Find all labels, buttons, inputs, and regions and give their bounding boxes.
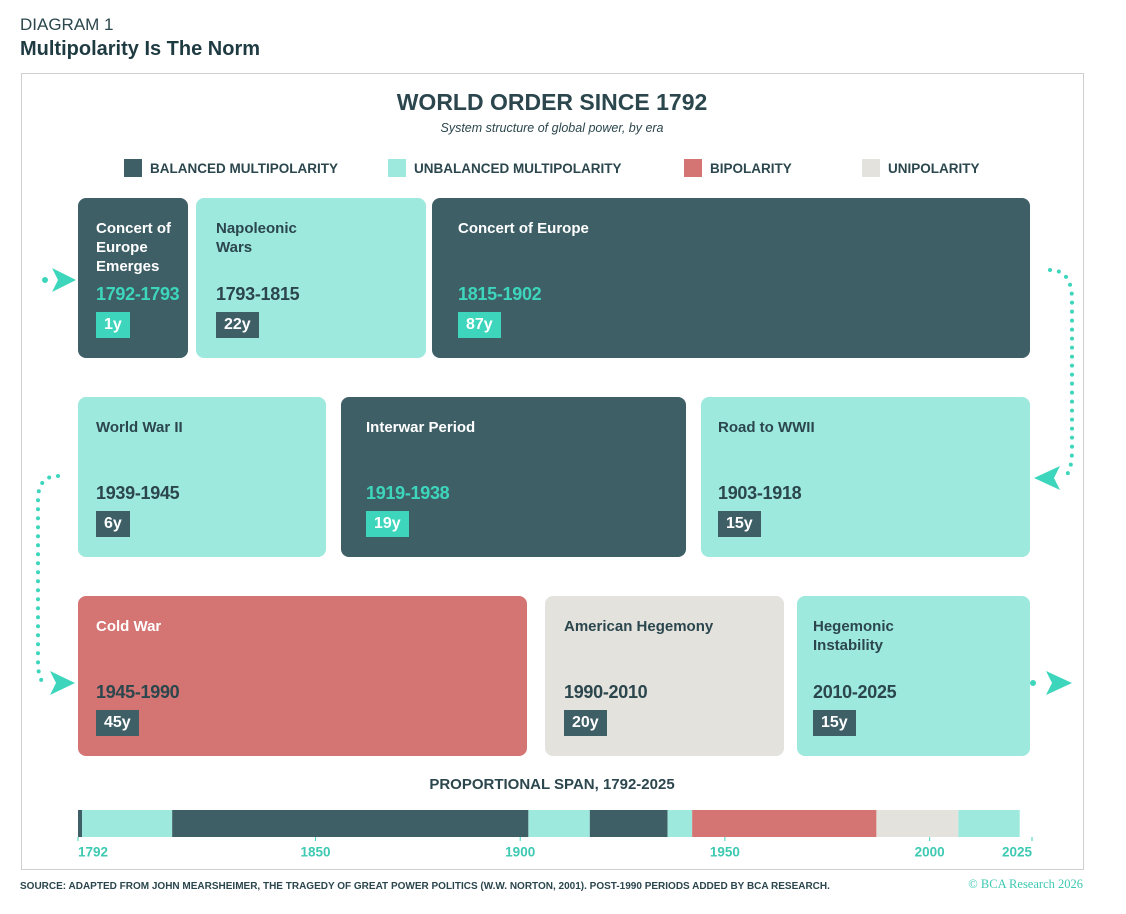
span-segment xyxy=(876,810,959,837)
legend-label: BIPOLARITY xyxy=(710,161,792,176)
era-name: Napoleonic Wars xyxy=(216,220,297,256)
x-tick-label: 1900 xyxy=(505,845,535,860)
span-segment xyxy=(82,810,173,837)
era-name: Cold War xyxy=(96,618,162,635)
era-duration: 20y xyxy=(564,710,607,736)
era-duration: 1y xyxy=(96,312,130,338)
x-tick-label: 1792 xyxy=(78,845,108,860)
span-segment xyxy=(589,810,668,837)
era-duration: 45y xyxy=(96,710,139,736)
legend-label: UNBALANCED MULTIPOLARITY xyxy=(414,161,622,176)
legend-swatch xyxy=(124,159,142,177)
era-duration: 87y xyxy=(458,312,501,338)
legend-label: UNIPOLARITY xyxy=(888,161,980,176)
era-duration: 6y xyxy=(96,511,130,537)
era-name: Road to WWII xyxy=(718,419,815,436)
diagram-label: DIAGRAM 1 xyxy=(20,15,114,34)
era-box xyxy=(432,198,1030,358)
era-name: World War II xyxy=(96,419,183,436)
era-years: 1903-1918 xyxy=(718,483,802,503)
era-name: Interwar Period xyxy=(366,419,476,436)
era-box xyxy=(78,596,527,756)
legend-swatch xyxy=(862,159,880,177)
x-tick-label: 1850 xyxy=(300,845,330,860)
main-title: WORLD ORDER SINCE 1792 xyxy=(396,89,708,115)
span-segment xyxy=(528,810,590,837)
era-years: 1990-2010 xyxy=(564,682,648,702)
era-duration: 15y xyxy=(718,511,761,537)
span-segment xyxy=(667,810,693,837)
era-years: 2010-2025 xyxy=(813,682,897,702)
era-years: 1815-1902 xyxy=(458,284,542,304)
span-segment xyxy=(172,810,529,837)
era-name: Concert of Europe xyxy=(458,220,589,237)
era-name: Hegemonic Instability xyxy=(813,618,894,654)
era-years: 1793-1815 xyxy=(216,284,300,304)
era-name: American Hegemony xyxy=(564,618,714,635)
era-name: Concert of Europe Emerges xyxy=(96,220,171,275)
frame xyxy=(21,73,1084,870)
era-duration: 22y xyxy=(216,312,259,338)
span-segment xyxy=(78,810,83,837)
era-years: 1792-1793 xyxy=(96,284,180,304)
span-segment xyxy=(958,810,1020,837)
legend-swatch xyxy=(684,159,702,177)
span-title: PROPORTIONAL SPAN, 1792-2025 xyxy=(429,776,675,793)
source: SOURCE: ADAPTED FROM JOHN MEARSHEIMER, T… xyxy=(20,881,830,892)
legend-swatch xyxy=(388,159,406,177)
subtitle: System structure of global power, by era xyxy=(440,121,664,135)
era-duration: 15y xyxy=(813,710,856,736)
x-tick-label: 2025 xyxy=(1002,845,1033,860)
x-tick-label: 1950 xyxy=(710,845,740,860)
span-chart: 1792 1850 1900 1950 2000 2025 xyxy=(77,810,1033,860)
era-years: 1919-1938 xyxy=(366,483,450,503)
era-years: 1939-1945 xyxy=(96,483,180,503)
x-tick-label: 2000 xyxy=(915,845,945,860)
diagram-title: Multipolarity Is The Norm xyxy=(20,38,261,60)
copyright: © BCA Research 2026 xyxy=(968,877,1083,891)
legend-label: BALANCED MULTIPOLARITY xyxy=(150,161,338,176)
span-segment xyxy=(692,810,877,837)
era-duration: 19y xyxy=(366,511,409,537)
era-years: 1945-1990 xyxy=(96,682,180,702)
